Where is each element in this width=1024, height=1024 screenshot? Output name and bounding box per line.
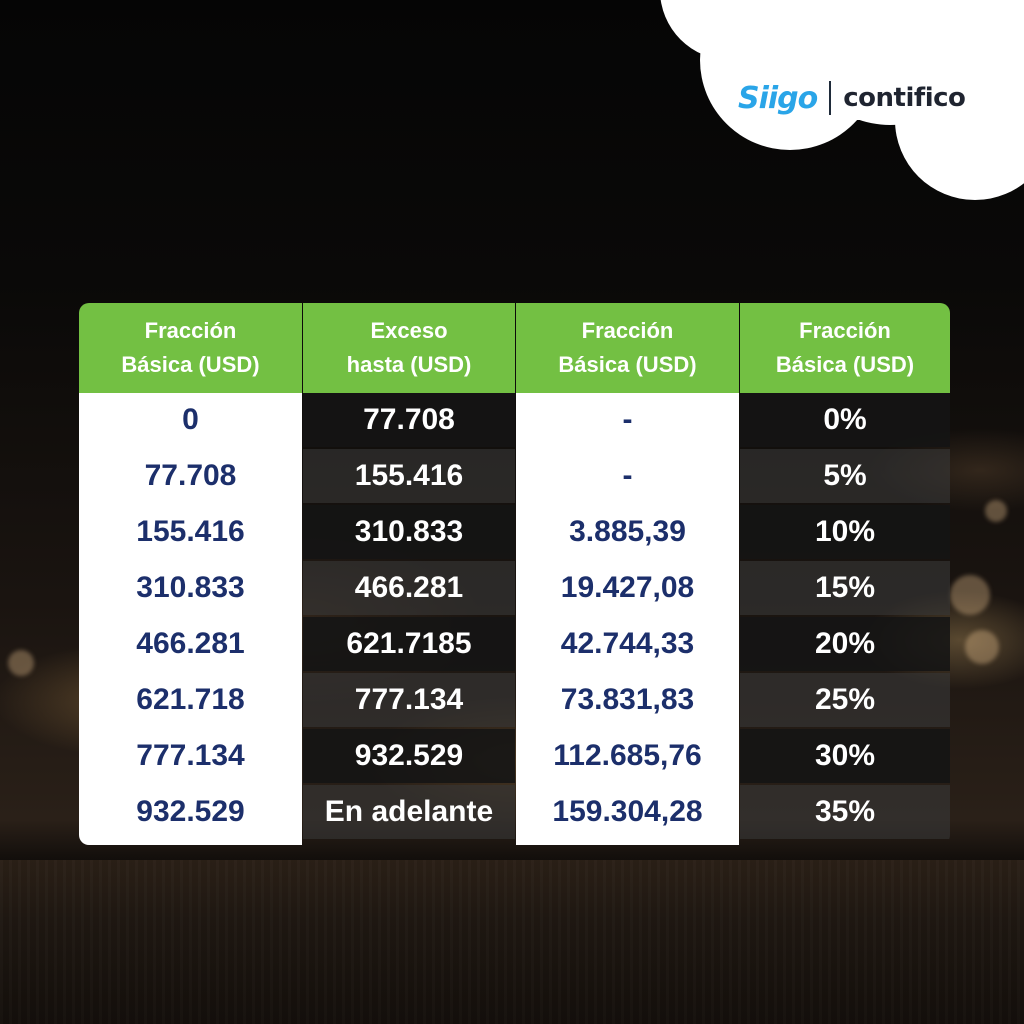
cloud-shape — [660, 0, 1024, 200]
table-cell: 42.744,33 — [560, 627, 695, 660]
column-header: Fracción Básica (USD) — [79, 303, 302, 393]
table-cell: - — [622, 459, 633, 492]
table-cell: 621.7185 — [303, 617, 515, 671]
table-cell: 73.831,83 — [560, 683, 695, 716]
table-cell: En adelante — [303, 785, 515, 839]
column-header: Exceso hasta (USD) — [303, 303, 515, 393]
bokeh-light — [985, 500, 1007, 522]
bokeh-light — [965, 630, 999, 664]
table-cell: 777.134 — [303, 673, 515, 727]
table-cell: 621.718 — [136, 683, 245, 716]
table-cell: 159.304,28 — [552, 795, 703, 828]
table-cell: 20% — [740, 617, 950, 671]
table-cell: 15% — [740, 561, 950, 615]
brand-logo: Siigo contifico — [738, 74, 966, 122]
header-line: Exceso — [370, 318, 448, 343]
header-line: Fracción — [581, 318, 674, 343]
column-body: 0% 5% 10% 15% 20% 25% 30% 35% — [740, 393, 950, 845]
table-cell: 35% — [740, 785, 950, 839]
table-cell: 0% — [740, 393, 950, 447]
table-cell: 0 — [182, 403, 199, 436]
header-line: Básica (USD) — [775, 352, 915, 377]
table-cell: 112.685,76 — [553, 739, 702, 772]
table-cell: 310.833 — [136, 571, 245, 604]
column-porcentaje: Fracción Básica (USD) 0% 5% 10% 15% 20% … — [740, 303, 950, 845]
table-cell: 155.416 — [303, 449, 515, 503]
bokeh-light — [8, 650, 34, 676]
header-line: Fracción — [144, 318, 237, 343]
table-cell: 777.134 — [136, 739, 245, 772]
table-cell: 5% — [740, 449, 950, 503]
table-cell: 310.833 — [303, 505, 515, 559]
header-line: Básica (USD) — [121, 352, 260, 377]
column-body: 77.708 155.416 310.833 466.281 621.7185 … — [303, 393, 515, 845]
siigo-logo-text: Siigo — [738, 80, 818, 116]
header-line: Fracción — [799, 318, 891, 343]
tax-table: Fracción Básica (USD) 0 77.708 155.416 3… — [79, 303, 950, 845]
table-cell: 3.885,39 — [569, 515, 686, 548]
column-fraccion-basica: Fracción Básica (USD) 0 77.708 155.416 3… — [79, 303, 302, 845]
wooden-table-surface — [0, 860, 1024, 1024]
column-fraccion-basica-impuesto: Fracción Básica (USD) - - 3.885,39 19.42… — [516, 303, 739, 845]
column-header: Fracción Básica (USD) — [740, 303, 950, 393]
bokeh-light — [950, 575, 990, 615]
table-cell: 19.427,08 — [560, 571, 695, 604]
table-cell: 932.529 — [303, 729, 515, 783]
table-cell: 466.281 — [303, 561, 515, 615]
column-body: - - 3.885,39 19.427,08 42.744,33 73.831,… — [516, 393, 739, 845]
column-exceso-hasta: Exceso hasta (USD) 77.708 155.416 310.83… — [303, 303, 515, 845]
table-cell: 25% — [740, 673, 950, 727]
table-cell: 932.529 — [136, 795, 245, 828]
logo-divider — [829, 81, 832, 115]
header-line: Básica (USD) — [558, 352, 697, 377]
header-line: hasta (USD) — [346, 352, 472, 377]
table-cell: 155.416 — [136, 515, 245, 548]
contifico-logo-text: contifico — [843, 83, 966, 113]
table-cell: 30% — [740, 729, 950, 783]
column-header: Fracción Básica (USD) — [516, 303, 739, 393]
table-cell: 77.708 — [144, 459, 237, 492]
table-cell: 466.281 — [136, 627, 245, 660]
column-body: 0 77.708 155.416 310.833 466.281 621.718… — [79, 393, 302, 845]
table-cell: - — [622, 403, 633, 436]
table-cell: 77.708 — [303, 393, 515, 447]
table-cell: 10% — [740, 505, 950, 559]
